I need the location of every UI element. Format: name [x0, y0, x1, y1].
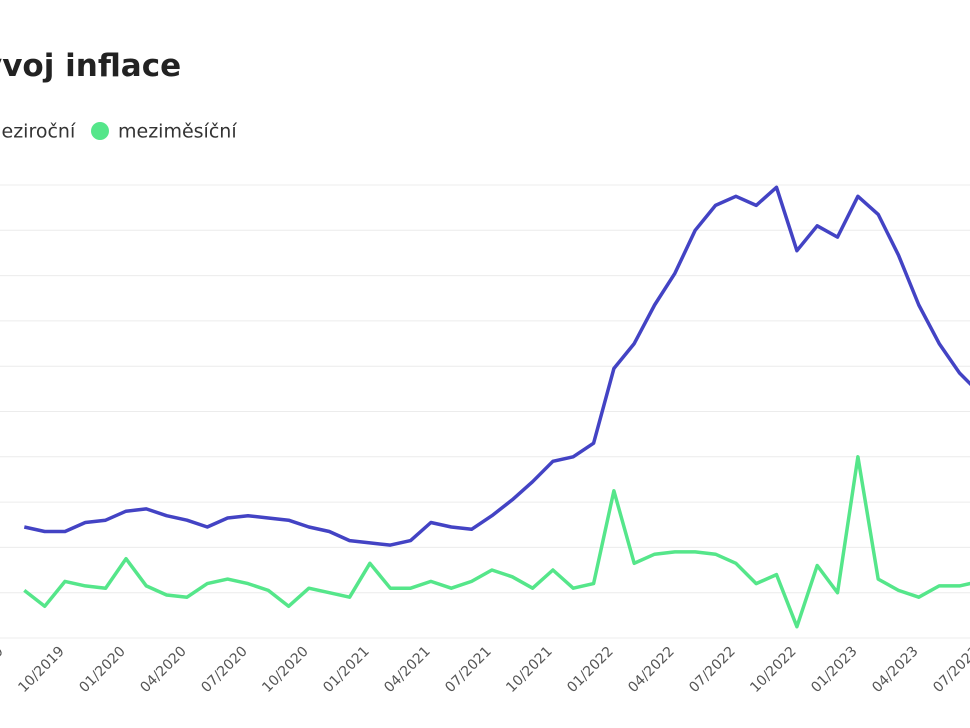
x-tick-label: 04/2023 — [869, 644, 921, 696]
x-tick-label: 01/2022 — [564, 644, 616, 696]
x-tick-label: 10/2021 — [503, 644, 555, 696]
x-tick-label: 07/2022 — [686, 644, 738, 696]
x-tick-label: 01/2020 — [76, 644, 128, 696]
x-tick-label: 07/2021 — [442, 644, 494, 696]
legend-marker — [91, 122, 109, 140]
x-tick-label: 04/2020 — [137, 644, 189, 696]
series-line — [23, 185, 970, 547]
x-tick-label: 07/2023 — [930, 644, 970, 696]
x-tick-label: 04/2022 — [625, 644, 677, 696]
x-tick-label: 01/2021 — [320, 644, 372, 696]
legend-label: meziroční — [0, 121, 76, 143]
legend-label: meziměsíční — [118, 121, 237, 143]
chart-title: Vývoj inflace — [0, 48, 181, 84]
x-tick-label: 10/2022 — [747, 644, 799, 696]
series-line — [23, 455, 970, 629]
x-tick-label: 04/2021 — [381, 644, 433, 696]
x-tick-label: 10/2020 — [259, 644, 311, 696]
x-tick-label: 10/2019 — [15, 644, 67, 696]
x-tick-label: 07/2019 — [0, 644, 7, 696]
x-tick-label: 01/2023 — [808, 644, 860, 696]
x-tick-label: 07/2020 — [198, 644, 250, 696]
